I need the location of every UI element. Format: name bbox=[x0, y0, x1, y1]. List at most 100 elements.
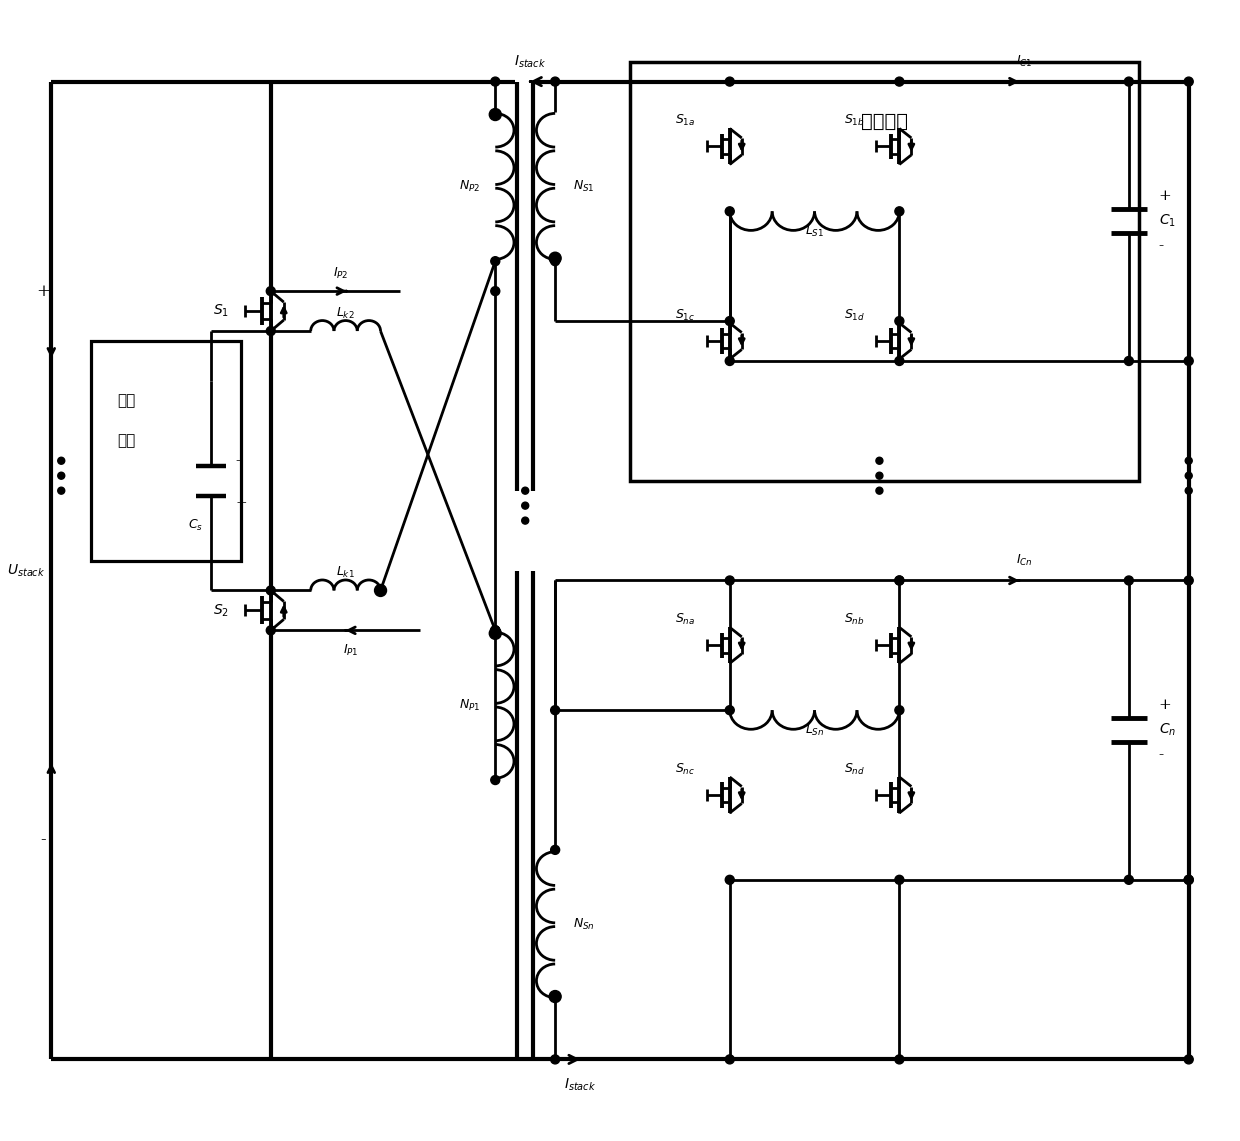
Text: 电容: 电容 bbox=[117, 434, 135, 448]
Circle shape bbox=[725, 1055, 734, 1063]
Circle shape bbox=[490, 628, 501, 639]
Circle shape bbox=[895, 705, 904, 714]
Circle shape bbox=[1184, 78, 1193, 86]
Circle shape bbox=[725, 875, 734, 884]
Text: $S_{1}$: $S_{1}$ bbox=[213, 302, 229, 319]
Text: 整流单元: 整流单元 bbox=[861, 112, 908, 131]
Circle shape bbox=[491, 626, 500, 634]
Circle shape bbox=[875, 458, 883, 464]
Circle shape bbox=[725, 316, 734, 325]
Circle shape bbox=[895, 576, 904, 585]
Circle shape bbox=[1125, 356, 1133, 365]
Text: $I_{P1}$: $I_{P1}$ bbox=[342, 642, 358, 658]
Circle shape bbox=[1125, 78, 1133, 86]
Circle shape bbox=[551, 78, 559, 86]
Circle shape bbox=[522, 517, 528, 524]
Text: $S_{1b}$: $S_{1b}$ bbox=[844, 113, 864, 128]
Text: $N_{P1}$: $N_{P1}$ bbox=[459, 697, 480, 713]
Circle shape bbox=[1184, 875, 1193, 884]
Text: $C_{n}$: $C_{n}$ bbox=[1159, 722, 1176, 738]
Text: $I_{C1}$: $I_{C1}$ bbox=[1016, 54, 1033, 70]
Text: -: - bbox=[236, 454, 241, 468]
Circle shape bbox=[267, 626, 275, 634]
Circle shape bbox=[895, 78, 904, 86]
Text: $S_{na}$: $S_{na}$ bbox=[675, 612, 694, 626]
Circle shape bbox=[725, 207, 734, 216]
Bar bbox=[92, 341, 241, 560]
Text: 鈗位: 鈗位 bbox=[117, 394, 135, 408]
Circle shape bbox=[1184, 356, 1193, 365]
Circle shape bbox=[491, 257, 500, 266]
Circle shape bbox=[551, 845, 559, 855]
Text: $L_{S1}$: $L_{S1}$ bbox=[805, 224, 825, 238]
Circle shape bbox=[491, 776, 500, 785]
Circle shape bbox=[895, 1055, 904, 1063]
Text: $N_{P2}$: $N_{P2}$ bbox=[459, 179, 480, 194]
Text: $I_{stack}$: $I_{stack}$ bbox=[515, 54, 547, 70]
Circle shape bbox=[374, 584, 387, 597]
Circle shape bbox=[725, 78, 734, 86]
Text: $L_{k1}$: $L_{k1}$ bbox=[336, 565, 355, 580]
Text: $L_{k2}$: $L_{k2}$ bbox=[336, 306, 355, 321]
Circle shape bbox=[895, 356, 904, 365]
Circle shape bbox=[1184, 576, 1193, 585]
Text: $C_{s}$: $C_{s}$ bbox=[188, 518, 203, 533]
Text: $I_{Cn}$: $I_{Cn}$ bbox=[1016, 553, 1033, 568]
Circle shape bbox=[491, 626, 500, 634]
Circle shape bbox=[522, 487, 528, 494]
Circle shape bbox=[895, 316, 904, 325]
Circle shape bbox=[491, 286, 500, 296]
Text: $S_{2}$: $S_{2}$ bbox=[213, 602, 229, 618]
Circle shape bbox=[1184, 875, 1193, 884]
Circle shape bbox=[1185, 458, 1192, 464]
Circle shape bbox=[267, 586, 275, 594]
Text: $L_{Sn}$: $L_{Sn}$ bbox=[805, 722, 825, 738]
Circle shape bbox=[895, 207, 904, 216]
Circle shape bbox=[1184, 1055, 1193, 1063]
Circle shape bbox=[725, 576, 734, 585]
Circle shape bbox=[522, 502, 528, 509]
Text: +: + bbox=[36, 283, 51, 300]
Circle shape bbox=[491, 626, 500, 634]
Text: $C_{1}$: $C_{1}$ bbox=[1159, 213, 1176, 229]
Text: $S_{nb}$: $S_{nb}$ bbox=[844, 612, 864, 626]
Circle shape bbox=[895, 875, 904, 884]
Text: +: + bbox=[236, 495, 248, 510]
Circle shape bbox=[58, 472, 64, 479]
Text: -: - bbox=[1159, 748, 1164, 762]
Circle shape bbox=[551, 257, 559, 266]
Circle shape bbox=[490, 108, 501, 121]
Circle shape bbox=[725, 356, 734, 365]
Text: $I_{P2}$: $I_{P2}$ bbox=[332, 266, 348, 281]
Circle shape bbox=[1125, 576, 1133, 585]
Circle shape bbox=[895, 576, 904, 585]
Circle shape bbox=[58, 487, 64, 494]
Bar bbox=[630, 62, 1138, 480]
Circle shape bbox=[1125, 875, 1133, 884]
Text: +: + bbox=[1159, 189, 1172, 203]
Circle shape bbox=[875, 487, 883, 494]
Circle shape bbox=[58, 458, 64, 464]
Circle shape bbox=[267, 326, 275, 335]
Circle shape bbox=[1185, 487, 1192, 494]
Circle shape bbox=[875, 472, 883, 479]
Text: $S_{nd}$: $S_{nd}$ bbox=[844, 761, 866, 777]
Text: $I_{stack}$: $I_{stack}$ bbox=[564, 1076, 596, 1093]
Circle shape bbox=[551, 1055, 559, 1063]
Circle shape bbox=[551, 705, 559, 714]
Circle shape bbox=[267, 286, 275, 296]
Text: $S_{nc}$: $S_{nc}$ bbox=[675, 761, 694, 777]
Text: $N_{S1}$: $N_{S1}$ bbox=[573, 179, 595, 194]
Text: $N_{Sn}$: $N_{Sn}$ bbox=[573, 917, 595, 932]
Circle shape bbox=[1185, 472, 1192, 479]
Circle shape bbox=[491, 78, 500, 86]
Text: $S_{1d}$: $S_{1d}$ bbox=[844, 308, 866, 323]
Text: -: - bbox=[41, 832, 46, 849]
Text: $U_{stack}$: $U_{stack}$ bbox=[7, 563, 46, 578]
Text: $S_{1a}$: $S_{1a}$ bbox=[675, 113, 694, 128]
Text: $S_{1c}$: $S_{1c}$ bbox=[675, 308, 694, 323]
Text: +: + bbox=[1159, 698, 1172, 712]
Circle shape bbox=[549, 252, 562, 265]
Text: -: - bbox=[1159, 240, 1164, 253]
Circle shape bbox=[549, 990, 562, 1003]
